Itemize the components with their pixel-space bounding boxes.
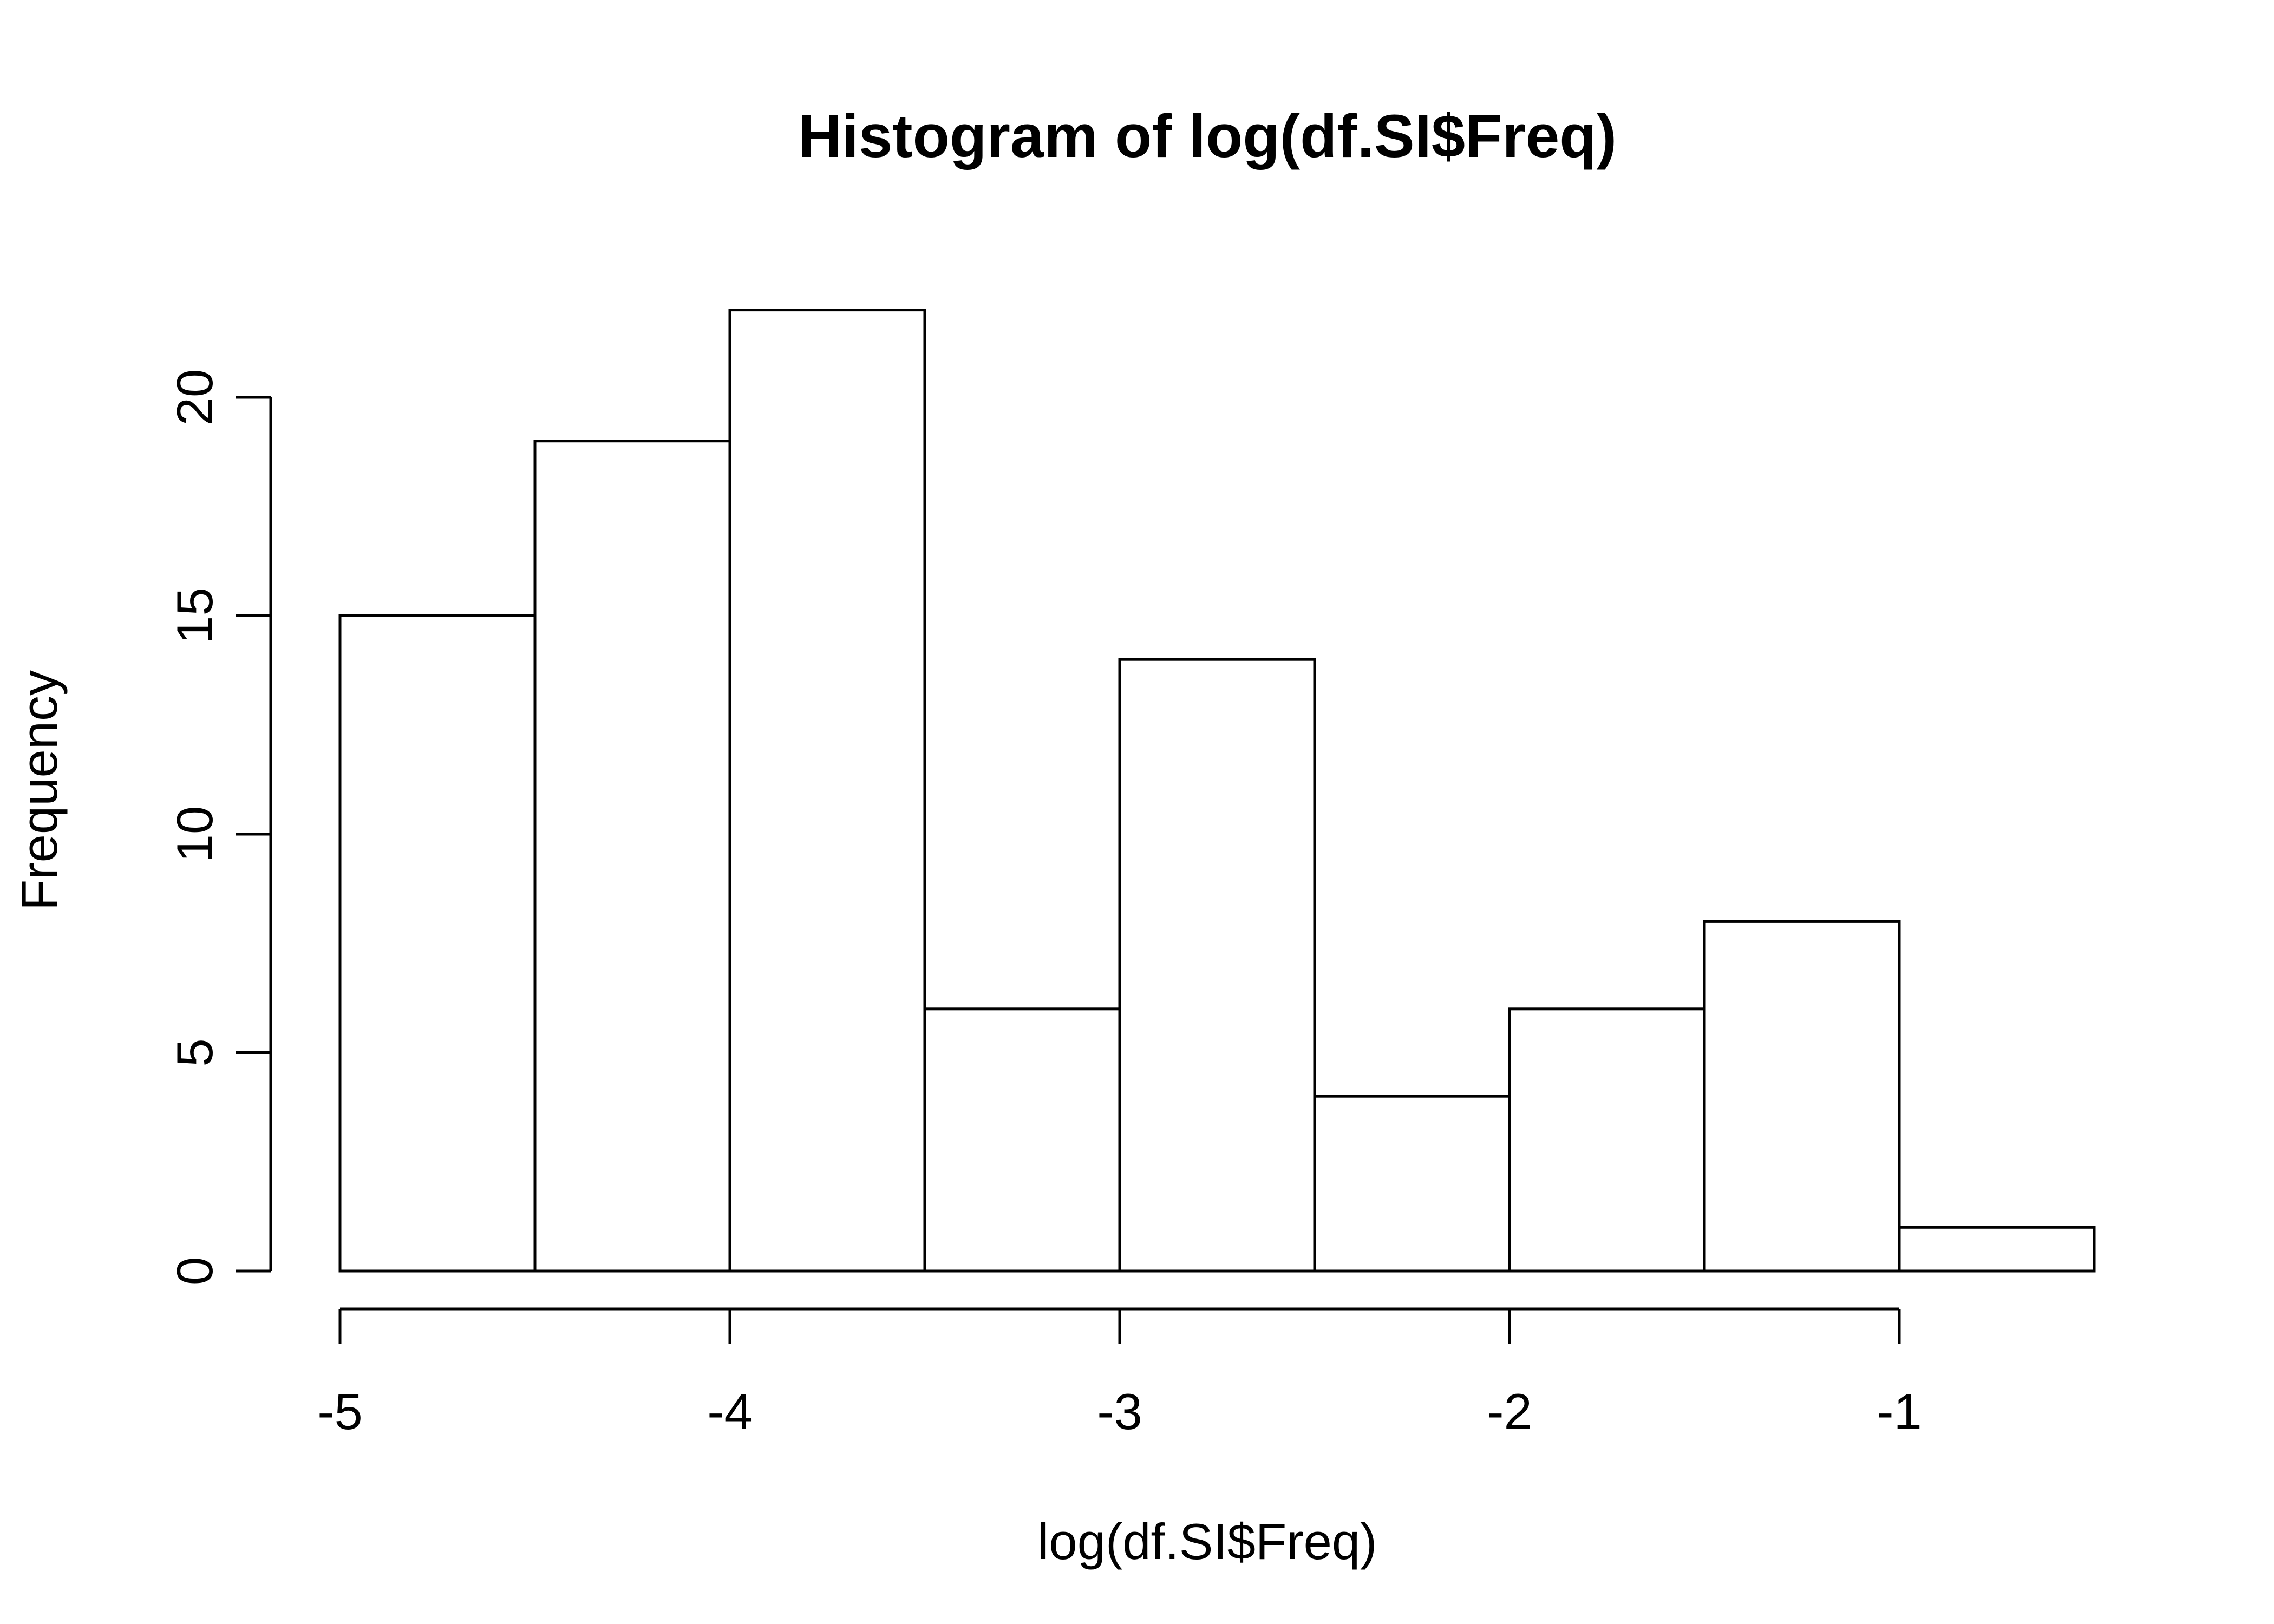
histogram-bars <box>338 309 2096 1273</box>
x-tick-label: -3 <box>1097 1383 1142 1440</box>
x-axis: -5 -4 -3 -2 -1 <box>317 1307 1922 1440</box>
y-axis-title: Frequency <box>11 670 68 911</box>
chart-title: Histogram of log(df.SI$Freq) <box>798 102 1617 170</box>
y-tick-label: 20 <box>166 369 223 426</box>
histogram-bar-9 <box>1898 1226 2096 1273</box>
histogram-bar-7 <box>1508 1007 1706 1273</box>
x-tick-label: -2 <box>1487 1383 1532 1440</box>
y-tick-label: 15 <box>166 587 223 644</box>
y-axis: 0 5 10 15 20 <box>166 369 272 1285</box>
histogram-bar-2 <box>533 440 731 1273</box>
y-tick-label: 10 <box>166 806 223 863</box>
histogram-bar-4 <box>923 1007 1121 1273</box>
histogram-bar-3 <box>728 309 926 1273</box>
x-tick-label: -4 <box>707 1383 753 1440</box>
y-tick-label: 5 <box>166 1038 223 1066</box>
histogram-bar-8 <box>1703 920 1901 1273</box>
x-tick-label: -5 <box>317 1383 363 1440</box>
histogram-bar-6 <box>1313 1095 1511 1273</box>
histogram-bar-5 <box>1118 658 1316 1273</box>
histogram-bar-1 <box>338 614 537 1273</box>
y-tick-label: 0 <box>166 1257 223 1285</box>
x-tick-label: -1 <box>1877 1383 1922 1440</box>
x-axis-title: log(df.SI$Freq) <box>1038 1513 1377 1570</box>
